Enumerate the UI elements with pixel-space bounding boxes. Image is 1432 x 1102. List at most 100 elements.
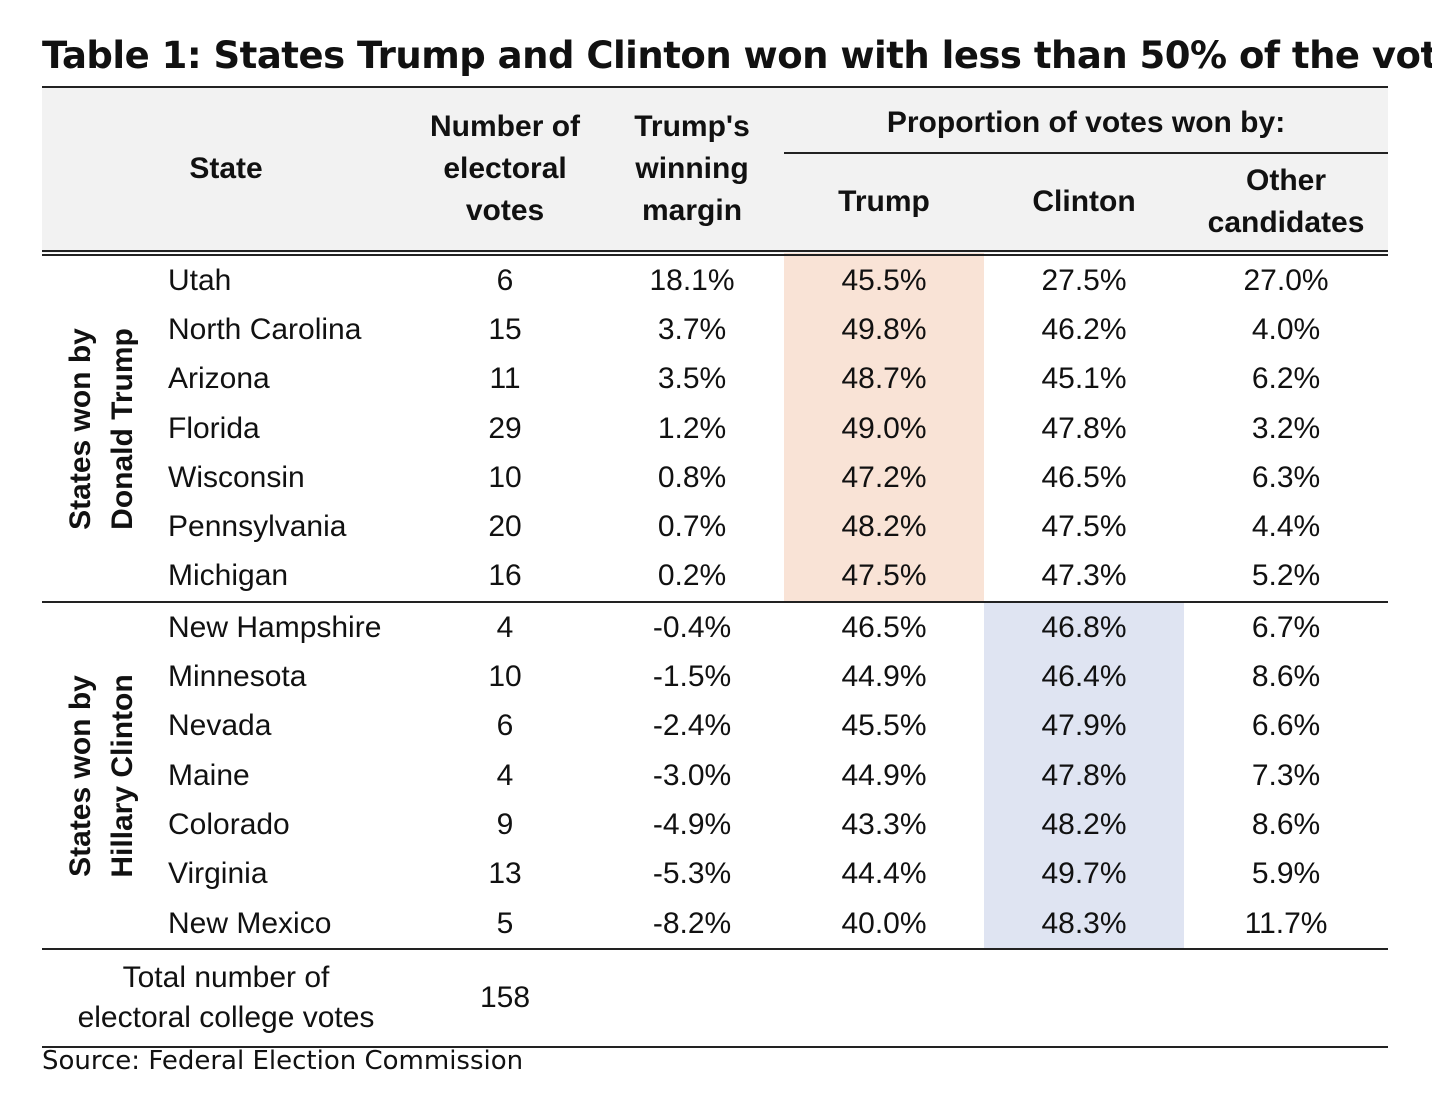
header-margin-label: Trump's winning margin bbox=[634, 110, 750, 227]
table-row: Minnesota 10 -1.5% 44.9% 46.4% 8.6% bbox=[42, 652, 1388, 702]
header-clinton: Clinton bbox=[984, 153, 1185, 256]
cell-ev: 9 bbox=[496, 807, 514, 841]
cell-ev: 6 bbox=[496, 709, 514, 743]
cell-margin: 3.5% bbox=[657, 362, 727, 396]
state-name: New Mexico bbox=[168, 906, 332, 940]
header-proportion: Proportion of votes won by: bbox=[784, 87, 1389, 154]
header-clinton-label: Clinton bbox=[1032, 185, 1136, 218]
table-row: States won by Hillary Clinton New Hampshir… bbox=[42, 601, 1389, 950]
cell-trump: 49.0% bbox=[784, 403, 985, 454]
cell-ev: 13 bbox=[488, 857, 522, 891]
cell-clinton: 47.9% bbox=[984, 701, 1185, 751]
header-trump: Trump bbox=[784, 153, 985, 256]
cell-clinton: 27.5% bbox=[1041, 263, 1127, 297]
cell-trump: 46.5% bbox=[784, 601, 985, 653]
cell-other: 8.6% bbox=[1251, 660, 1321, 694]
cell-clinton: 48.3% bbox=[984, 898, 1185, 950]
table-row: Arizona 11 3.5% 48.7% 45.1% 6.2% bbox=[42, 354, 1388, 404]
cell-trump: 45.5% bbox=[841, 709, 927, 743]
cell-trump: 44.9% bbox=[841, 758, 927, 792]
cell-other: 4.0% bbox=[1251, 312, 1321, 346]
table-title: Table 1: States Trump and Clinton won wi… bbox=[42, 34, 1432, 77]
table-body: States won by Donald Trump Utah 6 18.1% 45.5%… bbox=[42, 253, 1389, 1049]
table-row: Virginia 13 -5.3% 44.4% 49.7% 5.9% bbox=[42, 849, 1388, 899]
state-name: Michigan bbox=[168, 559, 289, 593]
total-row: Total number of electoral college votes … bbox=[42, 948, 1389, 1049]
results-table: State Number of electoral votes Trump's … bbox=[42, 86, 1389, 1049]
group-label: States won by Hillary Clinton bbox=[60, 674, 144, 877]
table-header: State Number of electoral votes Trump's … bbox=[42, 87, 1389, 256]
cell-trump: 43.3% bbox=[841, 807, 927, 841]
table-row: New Mexico 5 -8.2% 40.0% 48.3% 11.7% bbox=[42, 898, 1388, 950]
state-name: Maine bbox=[168, 758, 250, 792]
table-row: North Carolina 15 3.7% 49.8% 46.2% 4.0% bbox=[42, 305, 1388, 355]
cell-other: 4.4% bbox=[1251, 510, 1321, 544]
cell-margin: -5.3% bbox=[652, 857, 732, 891]
cell-margin: 18.1% bbox=[649, 263, 735, 297]
state-name: North Carolina bbox=[168, 312, 362, 346]
header-trump-label: Trump bbox=[838, 185, 930, 218]
cell-trump: 47.5% bbox=[784, 551, 985, 603]
cell-other: 5.2% bbox=[1251, 559, 1321, 593]
cell-trump: 48.2% bbox=[784, 502, 985, 552]
cell-margin: 1.2% bbox=[657, 411, 727, 445]
cell-trump: 44.9% bbox=[841, 660, 927, 694]
cell-clinton: 47.8% bbox=[984, 750, 1185, 801]
cell-other: 6.7% bbox=[1184, 601, 1389, 653]
state-name: Colorado bbox=[168, 807, 290, 841]
cell-other: 11.7% bbox=[1244, 906, 1328, 940]
total-label-line-2: electoral college votes bbox=[77, 1001, 375, 1035]
group-label-line: Hillary Clinton bbox=[106, 673, 139, 878]
cell-ev: 20 bbox=[488, 510, 522, 544]
cell-clinton: 46.5% bbox=[1041, 460, 1127, 494]
cell-other: 6.3% bbox=[1251, 460, 1321, 494]
state-name: New Hampshire bbox=[162, 601, 411, 653]
group-label: States won by Donald Trump bbox=[60, 328, 144, 530]
total-value: 158 bbox=[410, 948, 601, 1049]
table-row: Florida 29 1.2% 49.0% 47.8% 3.2% bbox=[42, 403, 1388, 454]
cell-clinton: 49.7% bbox=[984, 849, 1185, 899]
header-other-label: Other candidates bbox=[1207, 164, 1365, 239]
cell-clinton: 45.1% bbox=[1041, 362, 1127, 396]
cell-clinton: 48.2% bbox=[984, 800, 1185, 850]
header-proportion-label: Proportion of votes won by: bbox=[886, 106, 1286, 139]
cell-margin: -4.9% bbox=[652, 807, 732, 841]
cell-trump: 48.7% bbox=[784, 354, 985, 404]
group-label-line: States won by bbox=[64, 674, 97, 877]
cell-trump: 40.0% bbox=[841, 906, 927, 940]
state-name: Utah bbox=[168, 263, 232, 297]
group-label-line: Donald Trump bbox=[106, 327, 139, 530]
table-row: Maine 4 -3.0% 44.9% 47.8% 7.3% bbox=[42, 750, 1388, 801]
cell-ev: 10 bbox=[488, 460, 522, 494]
cell-other: 6.6% bbox=[1251, 709, 1321, 743]
group-label-cell: States won by Hillary Clinton bbox=[42, 601, 162, 950]
cell-margin: 0.7% bbox=[657, 510, 727, 544]
header-state: State bbox=[42, 87, 411, 256]
header-electoral-votes: Number of electoral votes bbox=[410, 87, 601, 256]
total-label-line-1: Total number of bbox=[122, 961, 330, 995]
state-name: Wisconsin bbox=[168, 460, 305, 494]
cell-other: 5.9% bbox=[1251, 857, 1321, 891]
cell-ev: 5 bbox=[496, 906, 514, 940]
cell-other: 3.2% bbox=[1251, 411, 1321, 445]
cell-ev: 15 bbox=[488, 312, 522, 346]
cell-margin: 0.2% bbox=[657, 559, 727, 593]
cell-margin: -8.2% bbox=[652, 906, 732, 940]
header-other: Other candidates bbox=[1184, 153, 1389, 256]
cell-trump: 44.4% bbox=[841, 857, 927, 891]
total-empty bbox=[600, 948, 1389, 1049]
cell-clinton: 46.4% bbox=[984, 652, 1185, 702]
cell-ev: 4 bbox=[496, 758, 514, 792]
cell-margin: 3.7% bbox=[657, 312, 727, 346]
table-row: States won by Donald Trump Utah 6 18.1% 45.5%… bbox=[42, 253, 1388, 529]
header-state-label: State bbox=[189, 152, 263, 185]
cell-margin: -2.4% bbox=[652, 709, 732, 743]
cell-other: 7.3% bbox=[1251, 758, 1321, 792]
cell-margin: -1.5% bbox=[652, 660, 732, 694]
cell-ev: 4 bbox=[410, 601, 601, 653]
group-label-cell: States won by Donald Trump bbox=[42, 253, 162, 602]
table-row: Michigan 16 0.2% 47.5% 47.3% 5.2% bbox=[42, 551, 1388, 603]
cell-other: 8.6% bbox=[1251, 807, 1321, 841]
state-name: Nevada bbox=[168, 709, 272, 743]
cell-trump: 47.2% bbox=[784, 453, 985, 503]
